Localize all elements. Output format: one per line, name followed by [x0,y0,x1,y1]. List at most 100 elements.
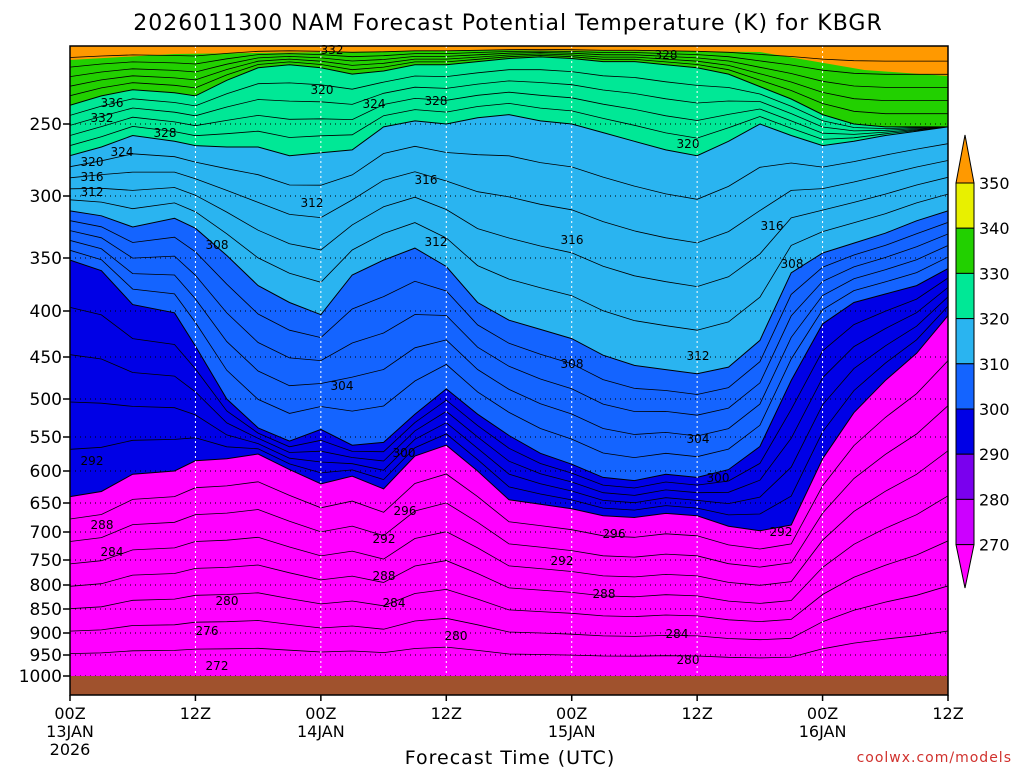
y-tick-label: 300 [30,187,62,207]
x-tick-label: 00Z [556,704,587,723]
contour-label: 316 [561,233,584,247]
y-tick-label: 700 [30,523,62,543]
colorbar-label: 290 [979,445,1010,464]
y-tick-label: 750 [30,551,62,571]
contour-label: 272 [206,659,229,673]
contour-label: 300 [393,446,416,460]
y-tick-label: 900 [30,624,62,644]
contour-label: 292 [551,554,574,568]
contour-label: 292 [81,454,104,468]
contour-label: 332 [321,43,344,57]
colorbar-label: 280 [979,490,1010,509]
colorbar-label: 330 [979,264,1010,283]
contour-label: 296 [394,504,417,518]
isentrope-320 [70,114,948,157]
isentrope-minor [70,160,948,244]
isentrope-minor [70,249,948,459]
chart-title: 2026011300 NAM Forecast Potential Temper… [133,11,883,36]
contour-label: 296 [603,527,626,541]
contour-label: 320 [677,137,700,151]
isentrope-lower [70,630,948,659]
y-axis: 250 300 350 400 450 500 550 600 650 700 750 800 850 9… [19,115,70,687]
isentrope-minor [70,176,948,288]
colorbar-segment [955,182,975,229]
y-tick-label: 600 [30,462,62,482]
contour-label: 304 [331,379,354,393]
colorbar-segment [955,408,975,455]
colorbar-label: 270 [979,536,1010,555]
contour-label: 320 [311,83,334,97]
contour-label: 284 [101,545,124,559]
colorbar: 350 340 330 320 310 300 290 280 270 [955,134,1010,589]
contour-label: 316 [81,170,104,184]
y-tick-label: 550 [30,428,62,448]
colorbar-label: 310 [979,355,1010,374]
x-tick-date: 14JAN [297,722,345,741]
contour-label: 308 [781,257,804,271]
isentrope-upper [70,52,948,88]
isentrope-upper [70,53,948,101]
colorbar-segment [955,363,975,410]
colorbar-segment [955,272,975,320]
contour-label: 280 [445,629,468,643]
colorbar-label: 340 [979,219,1010,238]
colorbar-label: 320 [979,310,1010,329]
credit-link[interactable]: coolwx.com/models [857,750,1012,766]
isentrope-lower [70,405,948,568]
colorbar-segment [955,498,975,546]
contour-label: 288 [91,518,114,532]
y-tick-label: 450 [30,348,62,368]
isentrope-minor [70,277,948,489]
isentrope-upper [70,54,948,115]
contour-label: 320 [81,155,104,169]
isentrope-minor [70,143,948,200]
isentrope-upper [70,49,948,62]
y-tick-label: 350 [30,249,62,269]
contour-label: 280 [677,653,700,667]
isentrope-minor [70,287,948,496]
contour-label: 312 [425,235,448,249]
contour-label: 284 [383,596,406,610]
isentrope-minor [70,80,948,132]
isentrope-minor [70,69,948,130]
y-tick-label: 800 [30,576,62,596]
contour-label: 316 [415,173,438,187]
isentrope-lower [70,540,948,623]
ground-surface [70,676,948,695]
contour-label: 336 [101,96,124,110]
contour-label: 328 [154,126,177,140]
contour-lines [70,49,948,659]
contour-label: 324 [363,97,386,111]
isentrope-minor [70,240,948,437]
colorbar-label: 300 [979,400,1010,419]
colorbar-label: 350 [979,174,1010,193]
x-tick-date: 16JAN [799,722,847,741]
colorbar-top-arrow [955,134,975,184]
band-above-350 [70,46,948,76]
x-tick-year: 2026 [50,740,91,759]
contour-label: 276 [196,624,219,638]
isentrope-minor [70,91,948,136]
isentrope-330 [70,56,948,128]
x-tick-label: 12Z [431,704,462,723]
contour-label: 324 [111,145,134,159]
isentrope-minor [70,230,948,416]
y-tick-label: 400 [30,302,62,322]
band-above-330 [70,46,948,127]
isentrope-lower [70,360,948,550]
contour-label: 300 [707,471,730,485]
isentrope-lower [70,585,948,641]
y-tick-label: 250 [30,115,62,135]
colorbar-segment [955,227,975,274]
x-tick-label: 12Z [681,704,712,723]
contour-label: 312 [81,185,104,199]
colorbar-bottom-arrow [955,544,975,589]
isentrope-290 [70,315,948,532]
x-tick-date: 13JAN [46,722,94,741]
temperature-bands [70,46,948,531]
x-axis-label: Forecast Time (UTC) [405,747,615,768]
isentrope-lower [70,450,948,586]
isentrope-lower [70,495,948,604]
